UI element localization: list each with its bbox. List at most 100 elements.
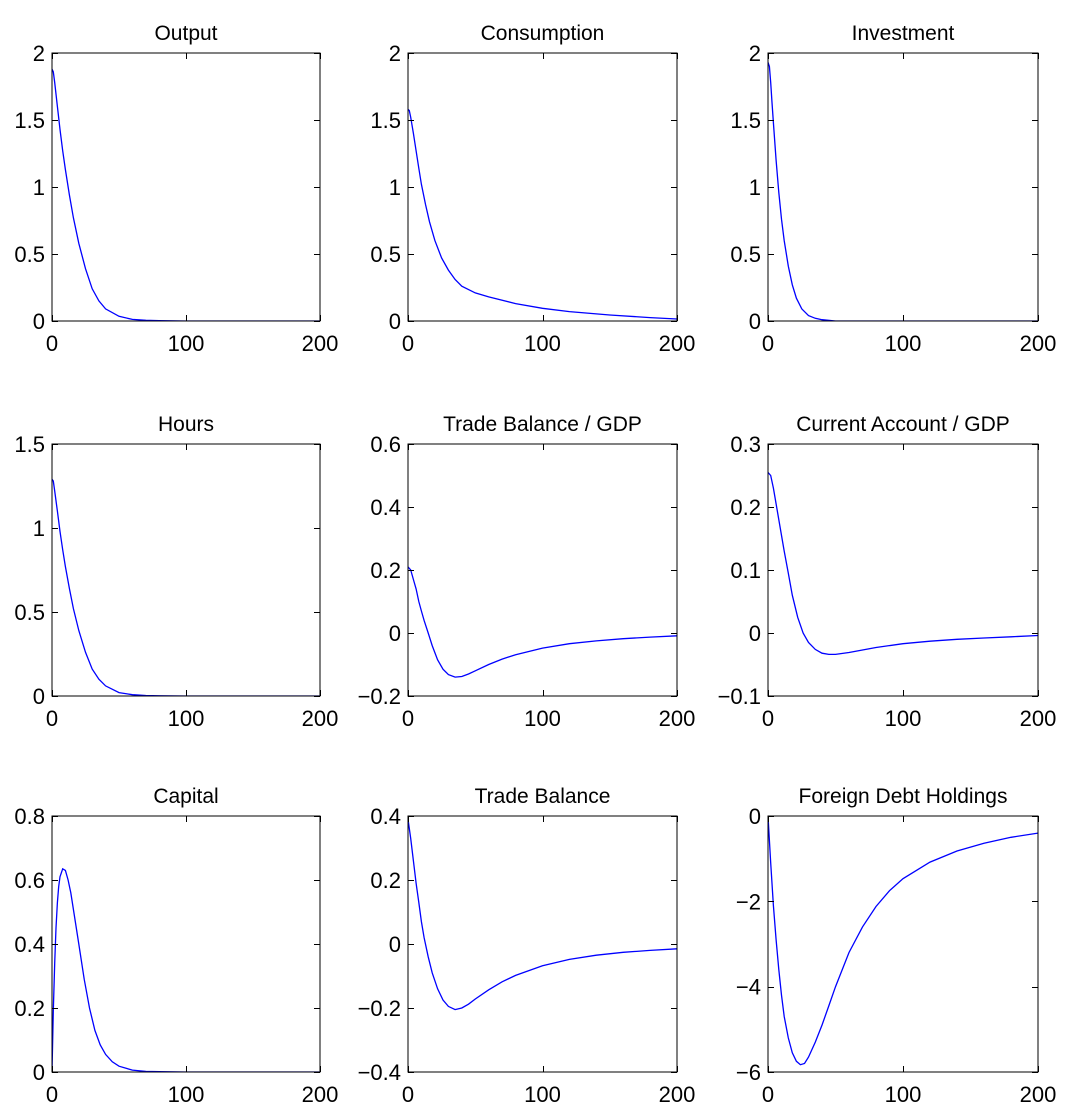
y-tick-label: 0.6 xyxy=(370,432,401,457)
x-tick-label: 0 xyxy=(762,1082,774,1107)
y-tick-label: −0.2 xyxy=(358,996,401,1021)
y-tick-label: 0 xyxy=(389,309,401,334)
x-tick-label: 200 xyxy=(659,1082,696,1107)
x-tick-label: 0 xyxy=(402,331,414,356)
y-tick-label: 0 xyxy=(389,932,401,957)
chart-panel: Investment 0 100 200 0 0.5 1 1.5 2 xyxy=(730,22,1056,356)
y-tick-label: 1 xyxy=(389,175,401,200)
x-tick-label: 100 xyxy=(524,1082,561,1107)
axes-frame xyxy=(767,815,1039,1073)
y-tick-label: 2 xyxy=(389,41,401,66)
x-tick-label: 200 xyxy=(1020,706,1057,731)
y-tick-label: −0.4 xyxy=(358,1060,401,1085)
x-tick-label: 200 xyxy=(1020,1082,1057,1107)
y-tick-label: −4 xyxy=(736,975,761,1000)
y-tick-label: 0 xyxy=(749,309,761,334)
y-tick-label: 0.4 xyxy=(14,932,45,957)
x-tick-label: 0 xyxy=(402,1082,414,1107)
series-line xyxy=(52,68,320,321)
axes-frame xyxy=(767,443,1039,697)
series-line xyxy=(768,471,1038,656)
y-tick-label: 0.4 xyxy=(370,804,401,829)
chart-title: Hours xyxy=(158,413,214,436)
x-tick-label: 100 xyxy=(168,1082,205,1107)
y-tick-label: 0 xyxy=(33,684,45,709)
axes-frame xyxy=(51,52,321,322)
axes-frame xyxy=(407,52,678,322)
chart-title: Current Account / GDP xyxy=(796,413,1010,436)
x-tick-label: 200 xyxy=(302,706,339,731)
x-tick-label: 0 xyxy=(46,331,58,356)
y-tick-label: 1.5 xyxy=(370,108,401,133)
x-tick-label: 0 xyxy=(46,1082,58,1107)
y-tick-label: 0 xyxy=(389,621,401,646)
x-tick-label: 100 xyxy=(524,331,561,356)
y-tick-label: 0.6 xyxy=(14,868,45,893)
chart-title: Capital xyxy=(153,785,218,808)
y-tick-label: 1 xyxy=(33,516,45,541)
x-tick-label: 0 xyxy=(762,331,774,356)
series-line xyxy=(408,819,677,1011)
x-tick-label: 100 xyxy=(168,331,205,356)
y-tick-label: 0 xyxy=(33,309,45,334)
y-tick-label: 0.5 xyxy=(14,242,45,267)
y-tick-label: 0 xyxy=(749,621,761,646)
chart-title: Investment xyxy=(852,22,955,45)
y-tick-label: 1 xyxy=(749,175,761,200)
x-tick-label: 100 xyxy=(885,706,922,731)
y-tick-label: 1 xyxy=(33,175,45,200)
y-tick-label: −0.1 xyxy=(718,684,761,709)
chart-panel: Consumption 0 100 200 0 0.5 1 1.5 2 xyxy=(370,22,695,356)
axes-frame xyxy=(51,443,321,697)
y-tick-label: 0.5 xyxy=(14,600,45,625)
y-tick-label: 0.2 xyxy=(370,558,401,583)
y-tick-label: 1.5 xyxy=(730,108,761,133)
series-line xyxy=(52,478,320,696)
y-tick-label: 2 xyxy=(33,41,45,66)
y-tick-label: 2 xyxy=(749,41,761,66)
series-line xyxy=(52,867,320,1072)
y-tick-label: 0 xyxy=(33,1060,45,1085)
chart-title: Foreign Debt Holdings xyxy=(799,785,1008,808)
chart-panel: Output 0 100 200 0 0.5 1 1.5 2 xyxy=(14,22,338,356)
chart-title: Consumption xyxy=(481,22,605,45)
x-tick-label: 100 xyxy=(885,331,922,356)
series-line xyxy=(408,566,677,678)
y-tick-label: −0.2 xyxy=(358,684,401,709)
y-tick-label: 1.5 xyxy=(14,108,45,133)
y-tick-label: −6 xyxy=(736,1060,761,1085)
y-tick-label: 0.8 xyxy=(14,804,45,829)
chart-title: Trade Balance xyxy=(475,785,611,808)
y-tick-label: 0.2 xyxy=(14,996,45,1021)
chart-panel: Hours 0 100 200 0 0.5 1 1.5 xyxy=(14,413,338,731)
x-tick-label: 200 xyxy=(659,331,696,356)
y-tick-label: 0.5 xyxy=(370,242,401,267)
y-tick-label: 0.1 xyxy=(730,558,761,583)
y-tick-label: 0.5 xyxy=(730,242,761,267)
x-tick-label: 200 xyxy=(1020,331,1057,356)
axes-frame xyxy=(407,443,678,697)
y-tick-label: 0.2 xyxy=(730,495,761,520)
x-tick-label: 200 xyxy=(659,706,696,731)
x-tick-label: 0 xyxy=(46,706,58,731)
series-line xyxy=(768,62,1038,321)
axes-frame xyxy=(407,815,678,1073)
series-line xyxy=(408,108,677,320)
chart-panel: Foreign Debt Holdings 0 100 200 −6 −4 −2 0 xyxy=(736,785,1056,1107)
y-tick-label: 0.4 xyxy=(370,495,401,520)
y-tick-label: 0 xyxy=(749,804,761,829)
y-tick-label: −2 xyxy=(736,889,761,914)
chart-title: Trade Balance / GDP xyxy=(443,413,642,436)
chart-panel: Trade Balance 0 100 200 −0.4 −0.2 0 0.2 0.4 xyxy=(358,785,696,1107)
x-tick-label: 0 xyxy=(402,706,414,731)
axes-frame xyxy=(767,52,1039,322)
y-tick-label: 0.2 xyxy=(370,868,401,893)
axes-frame xyxy=(51,815,321,1073)
x-tick-label: 100 xyxy=(168,706,205,731)
x-tick-label: 200 xyxy=(302,1082,339,1107)
y-tick-label: 1.5 xyxy=(14,432,45,457)
x-tick-label: 0 xyxy=(762,706,774,731)
x-tick-label: 100 xyxy=(885,1082,922,1107)
